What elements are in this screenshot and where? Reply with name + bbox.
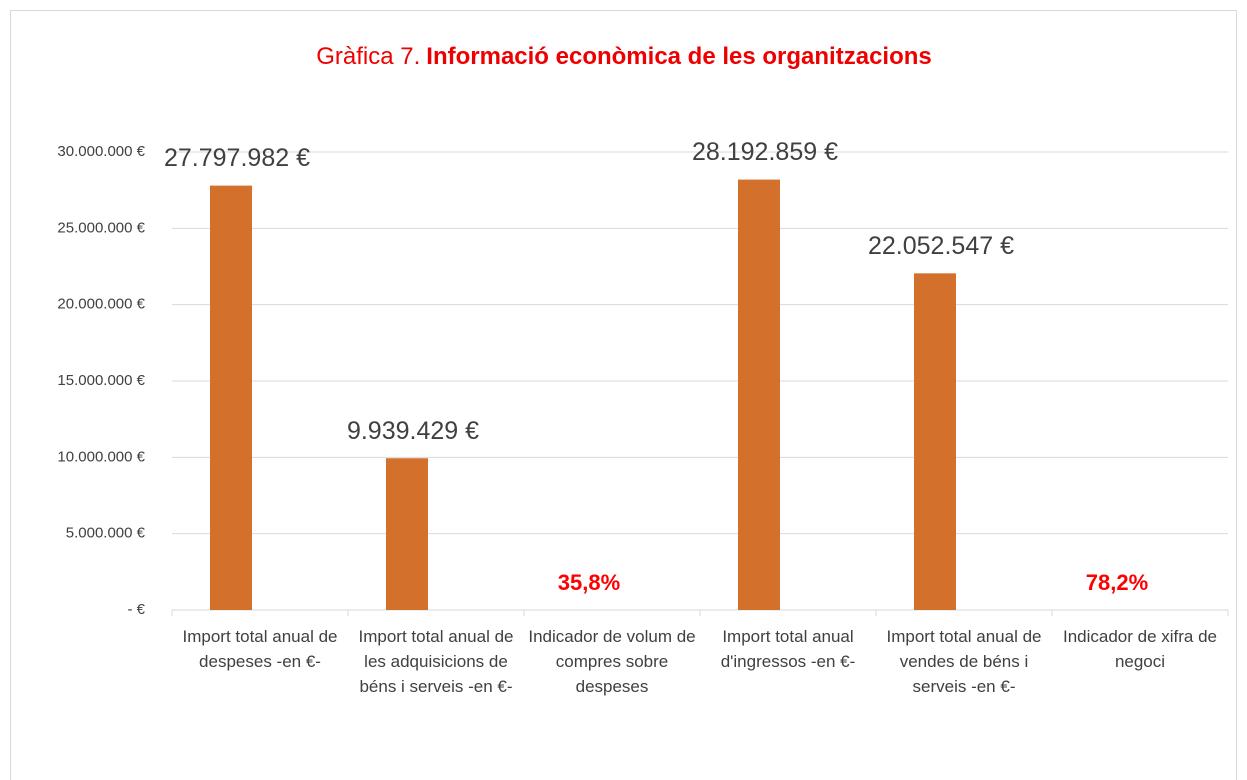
x-tick-label: Indicador de volum de compres sobre desp… [528, 627, 696, 696]
data-label: 35,8% [558, 570, 620, 595]
y-tick-label: 20.000.000 € [57, 296, 145, 313]
data-label: 27.797.982 € [164, 144, 310, 172]
y-tick-label: 10.000.000 € [57, 448, 145, 465]
title-number: Gràfica 7. [316, 43, 420, 70]
y-tick-label: - € [127, 601, 145, 618]
x-tick-label: Import total anual de vendes de béns i s… [886, 627, 1042, 696]
bar [738, 179, 780, 610]
bar [386, 458, 428, 610]
data-label: 78,2% [1086, 570, 1148, 595]
title-text: Informació econòmica de les organitzacio… [426, 43, 931, 70]
x-tick-label: Import total anual d'ingressos -en €- [720, 627, 856, 671]
bar [210, 185, 252, 610]
chart-border [10, 10, 1237, 780]
data-label: 28.192.859 € [692, 138, 838, 166]
x-tick-label: Indicador de xifra de negoci [1062, 627, 1218, 671]
data-label: 22.052.547 € [868, 232, 1014, 260]
data-label: 9.939.429 € [347, 417, 479, 445]
chart-title: Gràfica 7. Informació econòmica de les or… [316, 43, 932, 70]
y-tick-label: 30.000.000 € [57, 143, 145, 160]
x-tick-label: Import total anual de despeses -en €- [182, 627, 338, 671]
bar [914, 273, 956, 610]
y-tick-label: 15.000.000 € [57, 372, 145, 389]
y-tick-label: 25.000.000 € [57, 219, 145, 236]
y-tick-label: 5.000.000 € [66, 525, 146, 542]
x-tick-label: Import total anual de les adquisicions d… [358, 627, 514, 696]
